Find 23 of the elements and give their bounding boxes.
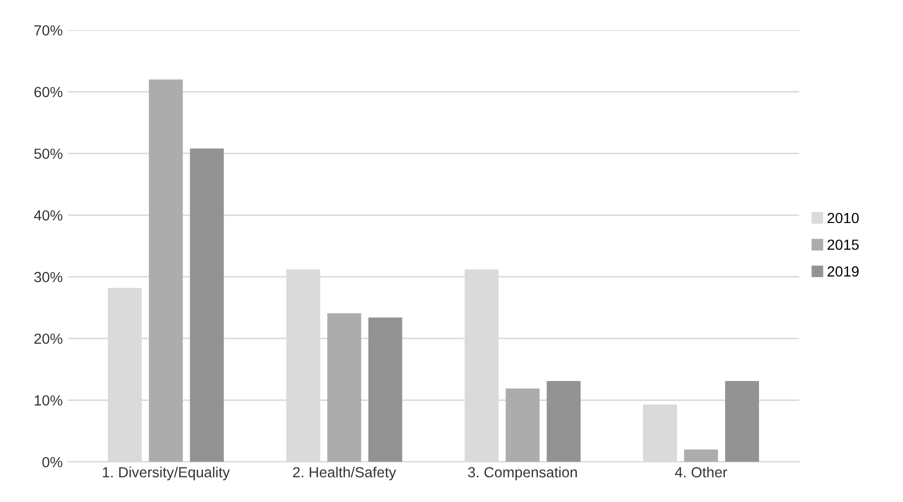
bar xyxy=(368,318,402,462)
legend-label: 2015 xyxy=(828,240,859,250)
bar xyxy=(684,450,718,462)
y-tick-label: 60% xyxy=(34,86,62,98)
y-tick-label: 40% xyxy=(34,210,62,221)
bar xyxy=(725,381,760,462)
y-tick-label: 10% xyxy=(34,395,62,406)
legend-label: 2019 xyxy=(828,266,859,277)
bar xyxy=(148,79,183,462)
y-tick-label: 50% xyxy=(34,148,62,159)
x-tick-label: 3. Compensation xyxy=(468,466,577,480)
y-tick-label: 0% xyxy=(42,456,62,468)
legend-label: 2010 xyxy=(828,212,859,224)
x-tick-label: 4. Other xyxy=(675,466,728,478)
bar xyxy=(506,388,540,462)
x-tick-label: 1. Diversity/Equality xyxy=(102,466,230,480)
x-tick-label: 2. Health/Safety xyxy=(293,466,396,480)
y-tick-label: 70% xyxy=(34,25,62,36)
bar xyxy=(546,381,581,462)
y-tick-label: 20% xyxy=(34,334,62,344)
bar xyxy=(190,148,224,462)
y-tick-label: 30% xyxy=(34,272,62,282)
bar xyxy=(327,313,362,462)
